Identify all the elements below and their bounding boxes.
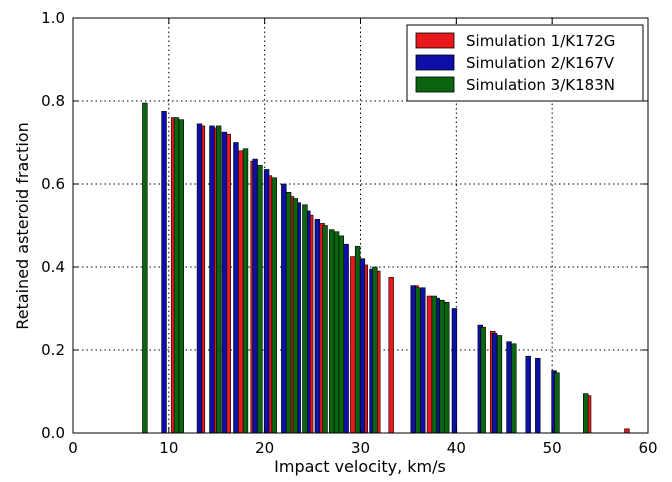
bar-series-1 (426, 295, 433, 434)
bar-series-3 (372, 266, 378, 434)
bar-series-3 (511, 343, 517, 434)
y-tick-label: 0.8 (41, 92, 65, 110)
legend-label: Simulation 2/K167V (466, 54, 615, 72)
bar-series-2 (221, 131, 228, 434)
bar-series-1 (388, 277, 394, 434)
axis-ticks (72, 17, 649, 434)
bar-series-3 (329, 229, 335, 434)
bars (142, 102, 630, 434)
x-tick-label: 20 (255, 439, 274, 457)
bar-series-2 (281, 183, 287, 434)
bar-series-2 (263, 169, 270, 434)
y-tick-label: 1.0 (41, 9, 65, 27)
bar-series-1 (624, 428, 630, 434)
bar-series-3 (444, 301, 450, 434)
x-axis-label: Impact velocity, km/s (274, 457, 446, 476)
bar-series-2 (451, 308, 458, 434)
bar-series-2 (535, 357, 541, 434)
x-tick-label: 30 (351, 439, 370, 457)
bar-series-3 (338, 235, 345, 434)
bar-series-3 (415, 287, 421, 434)
y-axis-label: Retained asteroid fraction (13, 122, 32, 329)
bar-series-2 (410, 285, 416, 434)
tick-labels: 0 10 20 30 40 50 60 0.0 0.2 0.4 0.6 0.8 1.0 (41, 9, 657, 457)
bar-series-2 (196, 123, 203, 434)
bar-series-2 (506, 341, 512, 434)
legend-swatch (415, 54, 455, 71)
y-tick-label: 0.2 (41, 341, 65, 359)
bar-series-3 (257, 165, 263, 434)
bar-series-3 (271, 177, 277, 434)
bar-series-2 (525, 355, 531, 434)
x-tick-label: 40 (447, 439, 466, 457)
bar-series-3 (431, 295, 437, 434)
x-tick-label: 0 (68, 439, 78, 457)
x-tick-label: 60 (638, 439, 657, 457)
y-tick-label: 0.6 (41, 175, 65, 193)
bar-series-2 (161, 111, 167, 434)
bar-series-3 (178, 119, 184, 434)
bar-series-2 (420, 287, 426, 434)
bar-series-3 (173, 117, 180, 434)
bar-series-2 (491, 333, 498, 434)
bar-series-3 (354, 245, 361, 434)
bar-series-1 (350, 256, 356, 434)
bar-series-2 (343, 243, 349, 434)
bar-series-2 (233, 142, 239, 434)
bar-series-2 (359, 258, 366, 434)
y-tick-label: 0.0 (41, 424, 65, 442)
bar-series-3 (322, 225, 328, 434)
bar-series-3 (215, 125, 222, 434)
bar-series-3 (496, 335, 503, 434)
legend-swatch (415, 32, 455, 49)
bar-series-3 (554, 372, 560, 434)
bar-series-3 (142, 102, 148, 434)
y-tick-label: 0.4 (41, 258, 65, 276)
bar-series-2 (252, 158, 258, 434)
bar-series-2 (209, 125, 215, 434)
legend-swatch (415, 76, 455, 93)
bar-series-3 (333, 231, 340, 434)
x-tick-label: 10 (159, 439, 178, 457)
legend-label: Simulation 1/K172G (466, 32, 615, 50)
bar-series-3 (302, 204, 308, 434)
bar-series-1 (238, 150, 244, 434)
bar-series-3 (242, 148, 249, 434)
bar-series-3 (292, 198, 299, 434)
legend: Simulation 1/K172G Simulation 2/K167V Simu… (406, 24, 644, 102)
bar-series-3 (583, 393, 589, 434)
x-tick-label: 50 (543, 439, 562, 457)
bar-series-2 (314, 218, 321, 434)
bar-series-3 (480, 326, 486, 434)
legend-label: Simulation 3/K183N (466, 76, 615, 94)
bar-series-3 (285, 192, 292, 434)
bar-series-3 (439, 299, 445, 434)
